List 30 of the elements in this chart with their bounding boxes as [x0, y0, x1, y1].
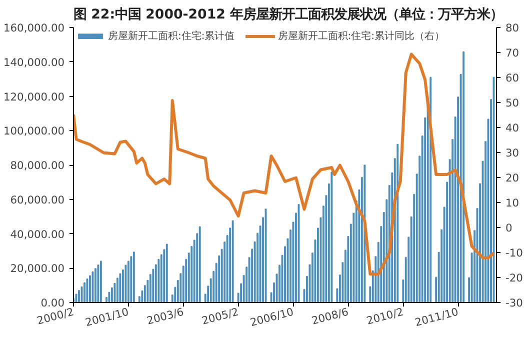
x-tick-label: 2001/10 — [84, 305, 130, 330]
y2-tick-label: 60 — [506, 72, 520, 84]
y-tick-label: 60,000.00 — [10, 193, 65, 206]
x-tick-label: 2008/6 — [310, 305, 350, 328]
y-tick-label: 120,000.00 — [3, 90, 65, 104]
x-tick-label: 2005/2 — [200, 305, 240, 328]
y2-tick-label: -30 — [506, 296, 524, 310]
y2-tick-label: -10 — [506, 246, 524, 260]
legend-label: 房屋新开工面积:住宅:累计同比（右） — [278, 30, 444, 43]
x-tick-label: 2006/10 — [248, 305, 296, 330]
y2-tick-label: 0 — [506, 222, 512, 234]
y2-tick-label: 50 — [506, 96, 520, 110]
y2-tick-label: 10 — [506, 196, 520, 210]
y2-tick-label: -20 — [506, 272, 524, 284]
y2-tick-label: 40 — [506, 122, 520, 134]
y-tick-label: 160,000.00 — [3, 22, 65, 34]
y2-tick-label: 70 — [506, 46, 520, 60]
y-tick-label: 20,000.00 — [10, 262, 65, 276]
y-tick-label: 140,000.00 — [3, 56, 65, 69]
y2-tick-label: 30 — [506, 146, 520, 160]
chart-title: 图 22:中国 2000-2012 年房屋新开工面积发展状况（单位：万平方米） — [74, 6, 504, 22]
y-tick-label: 40,000.00 — [10, 228, 65, 241]
x-tick-label: 2010/2 — [365, 305, 405, 328]
y-tick-label: 80,000.00 — [10, 159, 65, 172]
y2-tick-label: 80 — [506, 22, 520, 34]
x-tick-label: 2011/10 — [414, 305, 460, 330]
legend-label: 房屋新开工面积:住宅:累计值 — [108, 30, 235, 43]
x-tick-label: 2003/6 — [145, 305, 186, 328]
y-tick-label: 100,000.00 — [3, 124, 65, 138]
y2-tick-label: 20 — [506, 172, 520, 184]
